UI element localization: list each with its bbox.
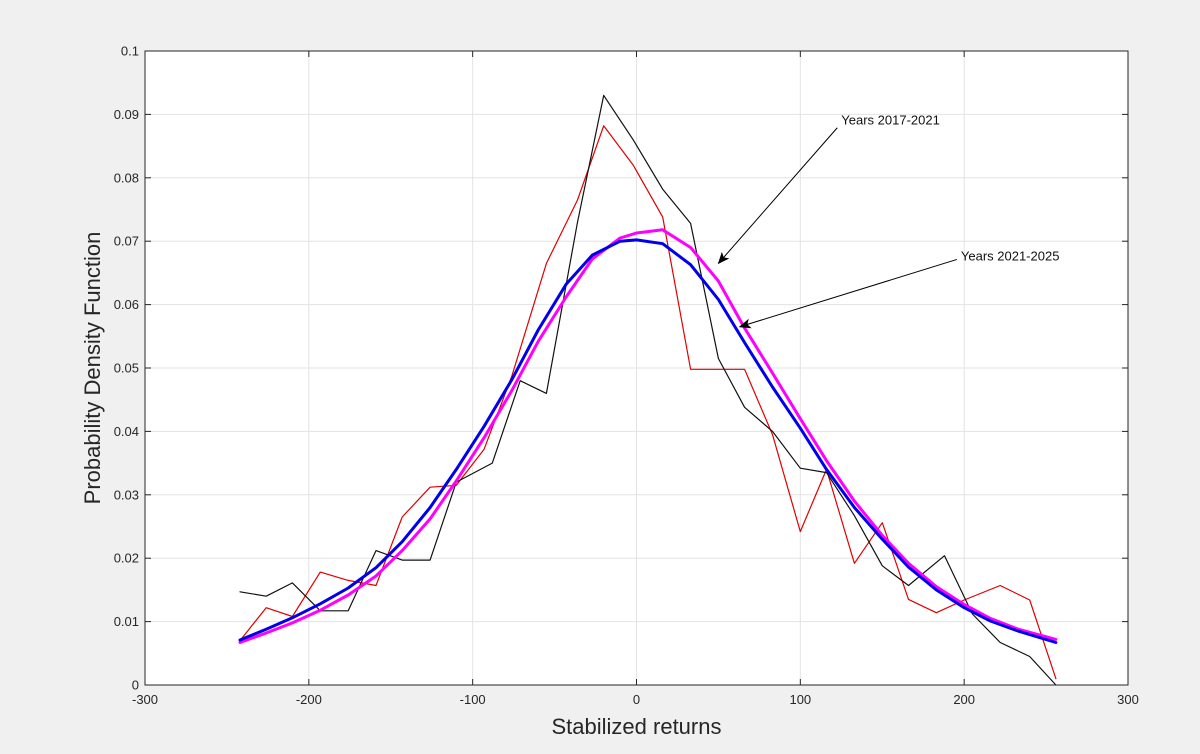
series-layer <box>238 94 1058 686</box>
x-tick-label: -300 <box>132 692 158 707</box>
x-tick-labels: -300 -200 -100 0 100 200 300 <box>132 692 1139 707</box>
y-tick-label: 0.1 <box>121 44 139 59</box>
y-tick-label: 0.06 <box>114 297 139 312</box>
y-tick-label: 0 <box>132 678 139 693</box>
x-tick-label: 100 <box>789 692 811 707</box>
y-tick-label: 0.03 <box>114 487 139 502</box>
y-tick-label: 0.07 <box>114 234 139 249</box>
annotation-text: Years 2017-2021 <box>841 113 940 128</box>
y-tick-label: 0.09 <box>114 107 139 122</box>
series-line-magenta <box>238 228 1058 644</box>
tick-marks <box>144 50 1129 686</box>
annotation-text: Years 2021-2025 <box>961 248 1060 263</box>
x-axis-label: Stabilized returns <box>552 714 722 739</box>
y-tick-label: 0.08 <box>114 170 139 185</box>
series-line-black <box>239 94 1057 686</box>
x-tick-label: 300 <box>1117 692 1139 707</box>
y-tick-labels: 0 0.01 0.02 0.03 0.04 0.05 0.06 0.07 0.08 0.09 0.1 <box>114 44 139 693</box>
y-tick-label: 0.01 <box>114 614 139 629</box>
annotation-arrow <box>738 258 958 329</box>
annotation-arrow <box>717 127 838 265</box>
series-line-blue <box>238 238 1058 644</box>
annotations: Years 2017-2021 Years 2021-2025 <box>717 113 1060 329</box>
x-tick-label: 200 <box>953 692 975 707</box>
x-tick-label: -100 <box>460 692 486 707</box>
x-tick-label: -200 <box>296 692 322 707</box>
series-line-red <box>239 125 1057 680</box>
y-tick-label: 0.02 <box>114 551 139 566</box>
y-tick-label: 0.05 <box>114 361 139 376</box>
y-axis-label: Probability Density Function <box>80 232 105 505</box>
x-tick-label: 0 <box>633 692 640 707</box>
y-tick-label: 0.04 <box>114 424 139 439</box>
